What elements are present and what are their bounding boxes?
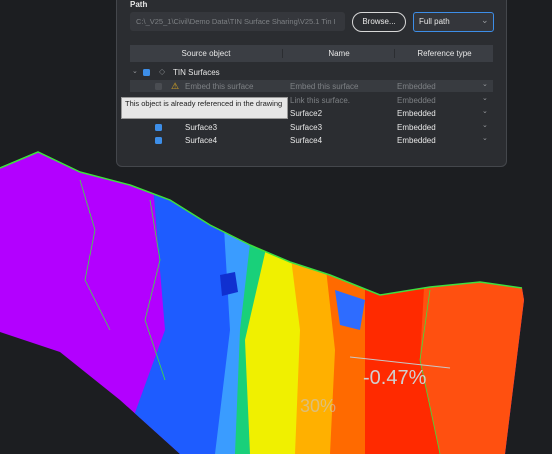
path-label: Path [130,0,148,9]
expander[interactable]: ⌄ [132,68,138,75]
chevron: ⌄ [482,94,488,102]
checkbox[interactable] [155,137,162,144]
reference-type[interactable]: Embedded [397,122,436,132]
name: Surface2 [290,109,323,118]
reference-type[interactable]: Embedded [397,136,436,145]
reference-type[interactable]: Embedded [397,82,436,91]
slope-label: -0.47% [363,367,427,389]
source-object: Embed this surface [185,82,254,91]
reference-type[interactable]: Embedded [397,109,436,118]
chevron: ⌄ [482,121,488,129]
checkbox[interactable] [155,83,162,90]
column-header: Source object [181,49,231,58]
chevron: ⌄ [482,81,488,88]
chevron: ⌄ [482,135,488,142]
table-header [130,45,493,62]
chevron: ⌄ [482,108,488,115]
slope-label: 30% [300,396,336,416]
browse-button[interactable]: Browse... [352,12,406,32]
row-highlight [130,80,493,92]
source-object: Surface3 [185,122,218,132]
column-header: Reference type [394,49,494,58]
name: Link this surface. [290,95,351,105]
column-header: Name [282,49,395,58]
reference-type[interactable]: Embedded [397,95,436,105]
checkbox[interactable] [155,123,162,131]
path-mode-dropdown[interactable] [413,12,494,32]
group-label: TIN Surfaces [173,68,220,77]
tooltip: This object is already referenced in the… [121,97,288,119]
dropdown-value: Full path [419,17,450,26]
warning-icon: ⚠ [171,81,180,91]
name: Surface4 [290,136,323,145]
source-object: Surface4 [185,136,218,145]
checkbox[interactable] [143,69,150,76]
path-input[interactable] [130,12,345,31]
chevron: ⌄ [481,15,489,25]
name: Surface3 [290,122,323,132]
path-value: C:\_V25_1\Civil\Demo Data\TIN Surface Sh… [136,17,336,26]
name: Embed this surface [290,82,359,91]
group-icon: ◇ [159,67,166,76]
